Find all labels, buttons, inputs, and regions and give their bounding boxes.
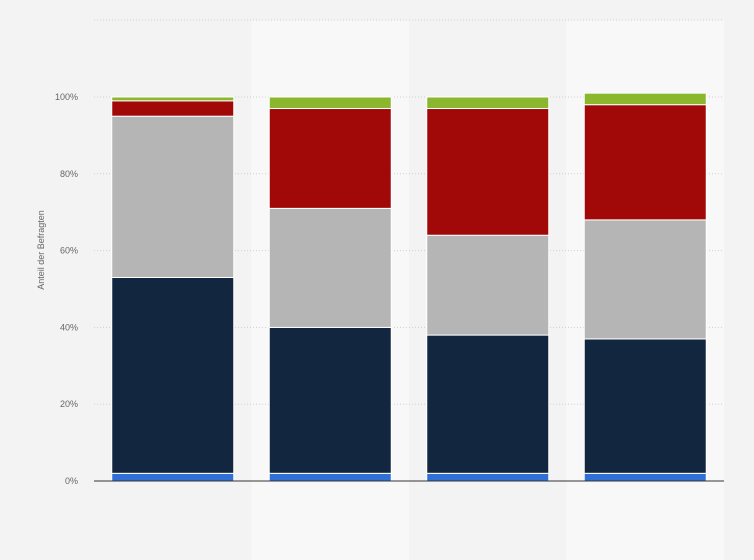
bar-segment [268, 108, 392, 209]
bar-segment [111, 96, 235, 102]
bars [111, 92, 707, 482]
bar-segment [426, 472, 550, 482]
y-tick-label: 20% [60, 399, 78, 409]
y-tick-label: 0% [65, 476, 78, 486]
y-tick-label: 40% [60, 322, 78, 332]
y-axis-ticks: 0% 20% 40% 60% 80% 100% [55, 92, 78, 486]
bar-segment [583, 472, 707, 482]
bar-segment [426, 234, 550, 336]
bar-segment [268, 326, 392, 474]
bar-segment [426, 334, 550, 474]
bar-segment [268, 207, 392, 328]
y-tick-label: 80% [60, 169, 78, 179]
bar-segment [583, 104, 707, 221]
bar-segment [268, 96, 392, 110]
bar-segment [111, 115, 235, 278]
bar-segment [111, 472, 235, 482]
bar-segment [426, 96, 550, 110]
bar-segment [583, 92, 707, 106]
bar-segment [583, 338, 707, 474]
bar-segment [111, 100, 235, 117]
y-axis-label: Anteil der Befragten [36, 210, 46, 290]
bar-segment [426, 108, 550, 236]
bar-segment [583, 219, 707, 340]
bar-segment [111, 276, 235, 474]
bar-segment [268, 472, 392, 482]
y-tick-label: 100% [55, 92, 78, 102]
y-tick-label: 60% [60, 246, 78, 256]
